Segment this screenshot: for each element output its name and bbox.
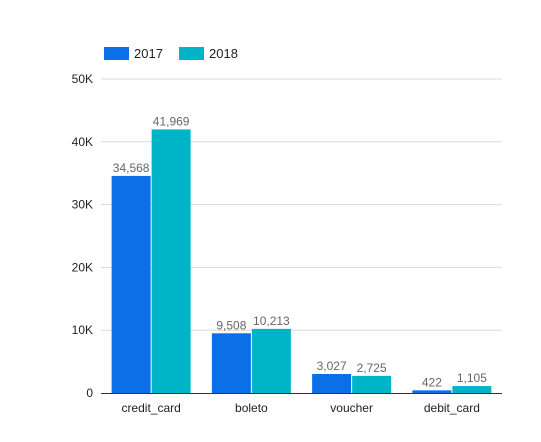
x-tick-label-debit_card: debit_card <box>424 401 480 415</box>
data-label-voucher-2018: 2,725 <box>357 361 387 375</box>
y-tick-label: 10K <box>72 323 93 337</box>
data-label-debit_card-2017: 422 <box>422 375 442 389</box>
bar-boleto-2017[interactable] <box>211 333 251 393</box>
x-tick-label-voucher: voucher <box>330 401 373 415</box>
bar-voucher-2017[interactable] <box>312 373 352 393</box>
data-label-boleto-2018: 10,213 <box>253 314 290 328</box>
data-labels: 34,568 41,969 9,508 10,213 3,027 2,725 422 1,10… <box>113 114 487 389</box>
x-tick-label-credit_card: credit_card <box>121 401 180 415</box>
bars <box>111 129 492 393</box>
y-tick-label: 30K <box>72 198 93 212</box>
data-label-voucher-2017: 3,027 <box>317 359 347 373</box>
data-label-credit_card-2018: 41,969 <box>153 114 190 128</box>
data-label-debit_card-2018: 1,105 <box>457 371 487 385</box>
x-tick-label-boleto: boleto <box>235 401 268 415</box>
bar-debit_card-2017[interactable] <box>412 390 452 393</box>
y-tick-label: 50K <box>72 72 93 86</box>
y-tick-label: 0 <box>86 386 93 400</box>
y-tick-label: 40K <box>72 135 93 149</box>
legend-swatch-2017 <box>104 47 129 60</box>
legend: 2017 2018 <box>104 46 238 61</box>
x-axis: credit_card boleto voucher debit_card <box>101 393 502 415</box>
legend-label-2017: 2017 <box>134 46 163 61</box>
legend-swatch-2018 <box>179 47 204 60</box>
bar-credit_card-2018[interactable] <box>151 129 191 393</box>
legend-label-2018: 2018 <box>209 46 238 61</box>
bar-debit_card-2018[interactable] <box>452 386 492 393</box>
data-label-boleto-2017: 9,508 <box>216 318 246 332</box>
data-label-credit_card-2017: 34,568 <box>113 161 150 175</box>
bar-voucher-2018[interactable] <box>352 375 392 393</box>
bar-credit_card-2017[interactable] <box>111 175 151 393</box>
y-axis: 0 10K 20K 30K 40K 50K <box>72 72 94 400</box>
bar-boleto-2018[interactable] <box>251 328 291 393</box>
y-tick-label: 20K <box>72 260 93 274</box>
